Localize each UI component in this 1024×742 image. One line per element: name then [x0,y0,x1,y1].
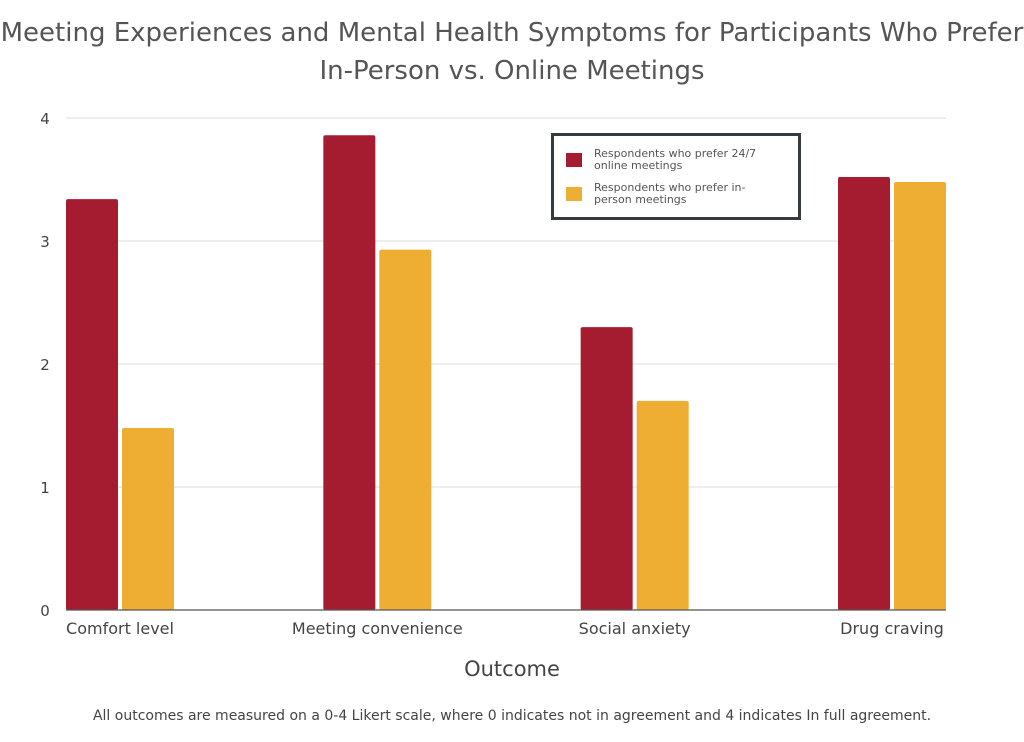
chart-title: Meeting Experiences and Mental Health Sy… [0,14,1024,90]
legend-item-in-person: Respondents who prefer in-person meeting… [566,182,792,206]
legend-swatch-online [566,153,582,167]
legend-swatch-in-person [566,187,582,201]
bar-in-person-social-anxiety [636,400,689,610]
bar-in-person-drug-craving [894,181,946,610]
x-tick-label: Drug craving [840,619,944,638]
chart-title-line-2: In-Person vs. Online Meetings [319,56,705,86]
chart-footnote: All outcomes are measured on a 0-4 Liker… [92,708,932,724]
legend-label-online: Respondents who prefer 24/7 online meeti… [594,147,757,172]
x-tick-label: Comfort level [66,619,174,638]
bar-online-meeting-convenience [323,135,376,610]
x-tick-label: Meeting convenience [292,619,463,638]
x-tick-label: Social anxiety [579,619,691,638]
y-tick-label: 0 [40,602,50,620]
legend-label-in-person: Respondents who prefer in-person meeting… [594,181,746,206]
bar-online-drug-craving [838,177,890,611]
y-tick-label: 1 [40,479,50,497]
legend-item-online: Respondents who prefer 24/7 online meeti… [566,148,792,172]
bar-in-person-comfort-level [122,427,174,610]
x-axis-title: Outcome [464,657,560,681]
chart-title-line-1: Meeting Experiences and Mental Health Sy… [0,18,1024,48]
bar-online-comfort-level [66,199,118,610]
chart-legend: Respondents who prefer 24/7 online meeti… [551,133,801,220]
bar-in-person-meeting-convenience [379,249,432,611]
y-tick-label: 3 [40,233,50,251]
bar-online-social-anxiety [580,327,633,610]
y-tick-label: 4 [40,110,50,128]
y-tick-label: 2 [40,356,50,374]
